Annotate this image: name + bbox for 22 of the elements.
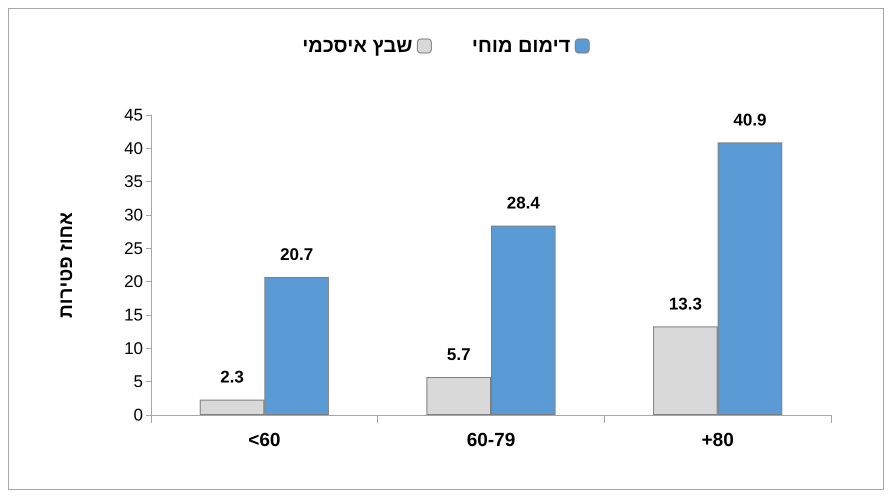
y-tick-label: 35 bbox=[124, 172, 143, 192]
x-tick-label: <60 bbox=[248, 430, 280, 451]
x-tick-label: 60-79 bbox=[466, 430, 516, 451]
y-tick-label: 25 bbox=[124, 238, 143, 258]
y-tick-label: 40 bbox=[124, 138, 143, 158]
data-label: 28.4 bbox=[506, 194, 540, 213]
data-label: 13.3 bbox=[668, 294, 702, 314]
y-axis-title: אחוז פטירות bbox=[56, 212, 77, 318]
y-tick-label: 15 bbox=[124, 306, 143, 324]
data-label: 5.7 bbox=[446, 345, 471, 364]
y-tick-label: 5 bbox=[134, 372, 143, 392]
y-tick-label: 0 bbox=[134, 406, 143, 424]
data-label: 2.3 bbox=[220, 368, 244, 387]
data-label: 20.7 bbox=[280, 245, 314, 264]
data-label: 40.9 bbox=[733, 110, 767, 130]
legend-label: דימום מוחי bbox=[472, 35, 571, 57]
x-tick-label: +80 bbox=[702, 430, 734, 451]
y-tick-label: 45 bbox=[124, 106, 143, 124]
legend-label: שבץ איסכמי bbox=[302, 35, 412, 57]
y-tick-label: 30 bbox=[124, 206, 143, 224]
y-tick-label: 20 bbox=[124, 272, 143, 292]
y-tick-label: 10 bbox=[124, 338, 143, 358]
